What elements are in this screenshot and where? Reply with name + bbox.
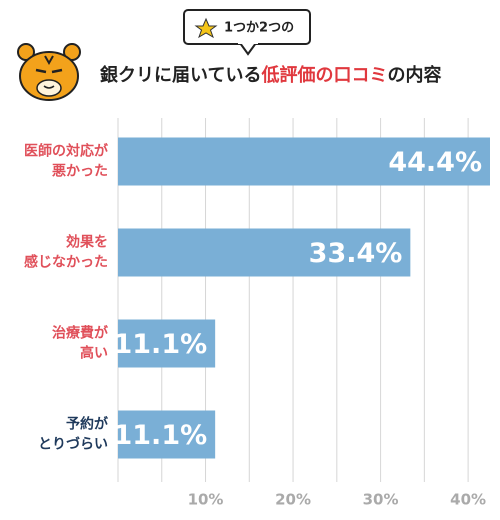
- x-tick-label: 30%: [363, 491, 399, 509]
- value-label: 11.1%: [113, 329, 207, 360]
- x-tick-label: 10%: [188, 491, 224, 509]
- value-label: 11.1%: [113, 420, 207, 451]
- y-tick-label: 予約が: [66, 416, 109, 433]
- bar: [118, 319, 216, 368]
- y-tick-label: 治療費が: [52, 325, 109, 342]
- x-tick-label: 40%: [450, 491, 486, 509]
- value-label: 44.4%: [388, 147, 482, 178]
- tiger-icon: [17, 43, 81, 101]
- y-tick-label: 医師の対応が: [24, 143, 109, 160]
- title-part: の内容: [387, 64, 441, 86]
- y-tick-label: 効果を: [66, 234, 108, 251]
- bar: [118, 410, 216, 459]
- bars: [118, 137, 490, 459]
- title-part: 低評価の口コミ: [260, 64, 387, 86]
- bar: [118, 137, 490, 186]
- badge-text: 1つか2つの: [224, 21, 294, 36]
- y-tick-label: 高い: [80, 345, 108, 362]
- value-label: 33.4%: [309, 238, 403, 269]
- x-tick-label: 20%: [275, 491, 311, 509]
- bar: [118, 228, 411, 277]
- star-icon: [194, 17, 218, 39]
- badge-pointer-cover: [238, 41, 258, 44]
- y-tick-label: 悪かった: [52, 164, 108, 180]
- y-tick-label: とりづらい: [38, 436, 108, 453]
- title-part: 銀クリに届いている: [100, 64, 261, 86]
- chart-title: 銀クリに届いている低評価の口コミの内容: [100, 64, 441, 86]
- y-tick-label: 感じなかった: [24, 254, 108, 271]
- badge-pointer: [239, 42, 257, 56]
